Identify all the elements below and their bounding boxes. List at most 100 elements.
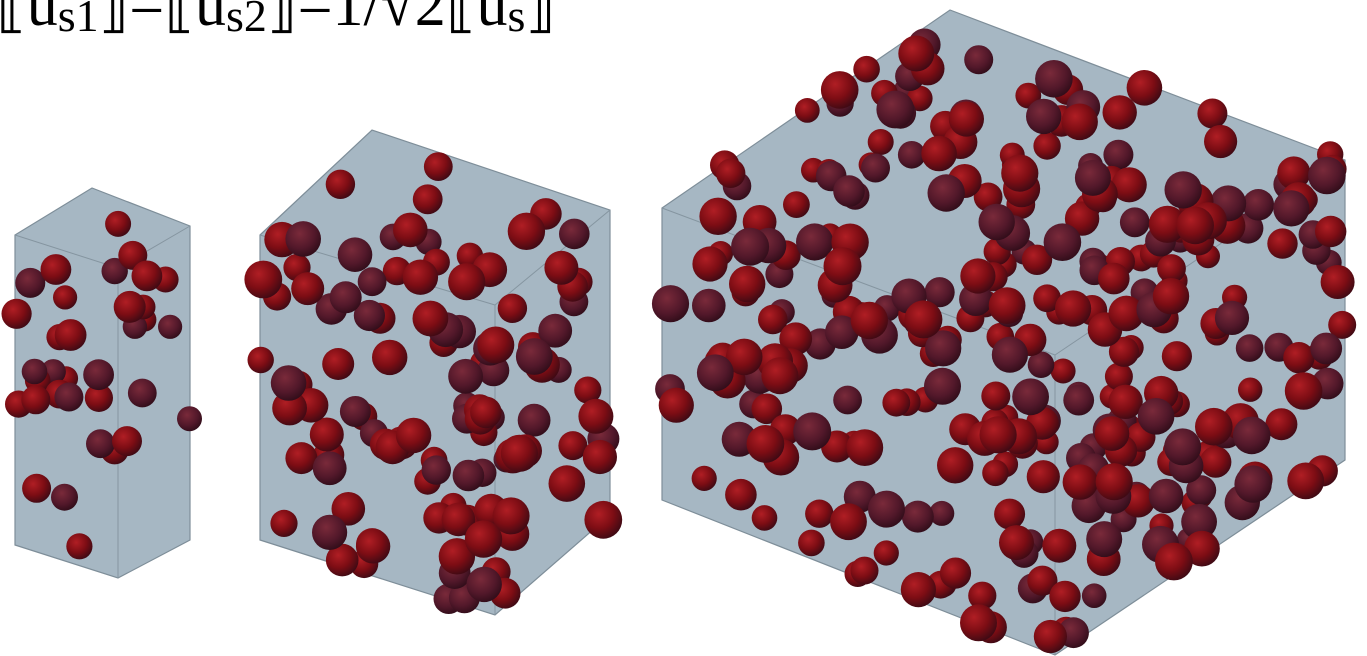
particle — [424, 152, 453, 181]
particle — [851, 557, 879, 585]
particle — [559, 219, 590, 250]
particle — [731, 228, 769, 266]
particle — [1287, 463, 1324, 500]
particle — [1315, 216, 1346, 247]
particle — [1215, 301, 1249, 335]
particle — [904, 300, 942, 338]
particle — [66, 533, 92, 559]
particle — [783, 191, 810, 218]
particle — [448, 359, 483, 394]
formula-subscript: s2 — [226, 0, 267, 41]
particle — [659, 388, 694, 423]
particle — [1120, 207, 1150, 237]
particle — [516, 338, 553, 375]
particle — [699, 198, 736, 235]
particle — [824, 247, 862, 285]
particle — [1086, 521, 1122, 557]
particle — [1233, 417, 1271, 455]
particle — [1042, 529, 1076, 563]
particle — [112, 426, 142, 456]
particle — [846, 429, 883, 466]
particle — [692, 466, 717, 491]
particle — [498, 294, 527, 323]
particle — [980, 416, 1017, 453]
particle — [467, 567, 502, 602]
particle — [1164, 428, 1201, 465]
particle — [396, 418, 431, 453]
particle — [793, 412, 831, 450]
particle — [979, 204, 1015, 240]
particle — [1049, 581, 1080, 612]
particle — [403, 260, 438, 295]
particle — [1149, 479, 1184, 514]
particle — [1075, 160, 1111, 196]
particle — [833, 386, 862, 415]
particle — [340, 396, 371, 427]
particle — [55, 319, 87, 351]
formula-subscript: s1 — [58, 0, 99, 41]
formula-subscript: s — [508, 0, 526, 41]
particle — [833, 175, 865, 207]
particle — [356, 529, 390, 563]
particle — [960, 604, 997, 641]
particle — [1095, 416, 1130, 451]
particle — [413, 184, 443, 214]
particle — [285, 221, 321, 257]
particle — [248, 347, 274, 373]
particle — [901, 572, 936, 607]
particle — [549, 465, 586, 502]
particle — [285, 442, 317, 474]
particle — [584, 501, 622, 539]
particle — [1063, 385, 1094, 416]
particle — [1034, 620, 1067, 653]
particle — [501, 435, 538, 472]
particle — [1283, 342, 1314, 373]
particle — [313, 451, 347, 485]
particle — [105, 211, 131, 237]
particle — [2, 299, 32, 329]
particle — [54, 383, 83, 412]
particle — [326, 170, 355, 199]
particle — [393, 213, 428, 248]
particle — [882, 389, 910, 417]
particle — [937, 447, 973, 483]
particle — [583, 440, 617, 474]
particle — [1001, 155, 1038, 192]
particle — [1308, 157, 1346, 195]
particle — [1026, 99, 1061, 134]
particle — [53, 285, 77, 309]
particle — [1234, 465, 1271, 502]
particle — [1044, 223, 1082, 261]
particle — [1082, 583, 1107, 608]
particle — [964, 45, 993, 74]
particle — [1103, 140, 1133, 170]
particle — [692, 246, 727, 281]
particle — [697, 354, 734, 391]
particle — [1310, 333, 1342, 365]
particle — [22, 474, 51, 503]
particle — [821, 71, 859, 109]
particle — [729, 266, 765, 302]
particle — [1096, 463, 1133, 500]
particle — [1027, 460, 1060, 493]
particle — [1285, 372, 1323, 410]
particle — [853, 56, 880, 83]
particle — [338, 237, 373, 272]
formula-part: ⟧=1/√2⟦u — [267, 0, 508, 39]
particle — [41, 254, 72, 285]
formula-part: ⟧ — [525, 0, 556, 39]
particle — [928, 174, 965, 211]
particle — [798, 530, 825, 557]
particle — [761, 357, 798, 394]
particle — [1098, 263, 1130, 295]
particle — [716, 159, 745, 188]
particle — [1165, 171, 1202, 208]
particle — [448, 263, 485, 300]
particle — [999, 525, 1034, 560]
particle — [830, 503, 867, 540]
particle — [1267, 228, 1297, 258]
simulation-render — [0, 0, 1367, 656]
particle — [128, 379, 157, 408]
particle — [1197, 99, 1227, 129]
formula-part: ⟧=⟦u — [99, 0, 226, 39]
